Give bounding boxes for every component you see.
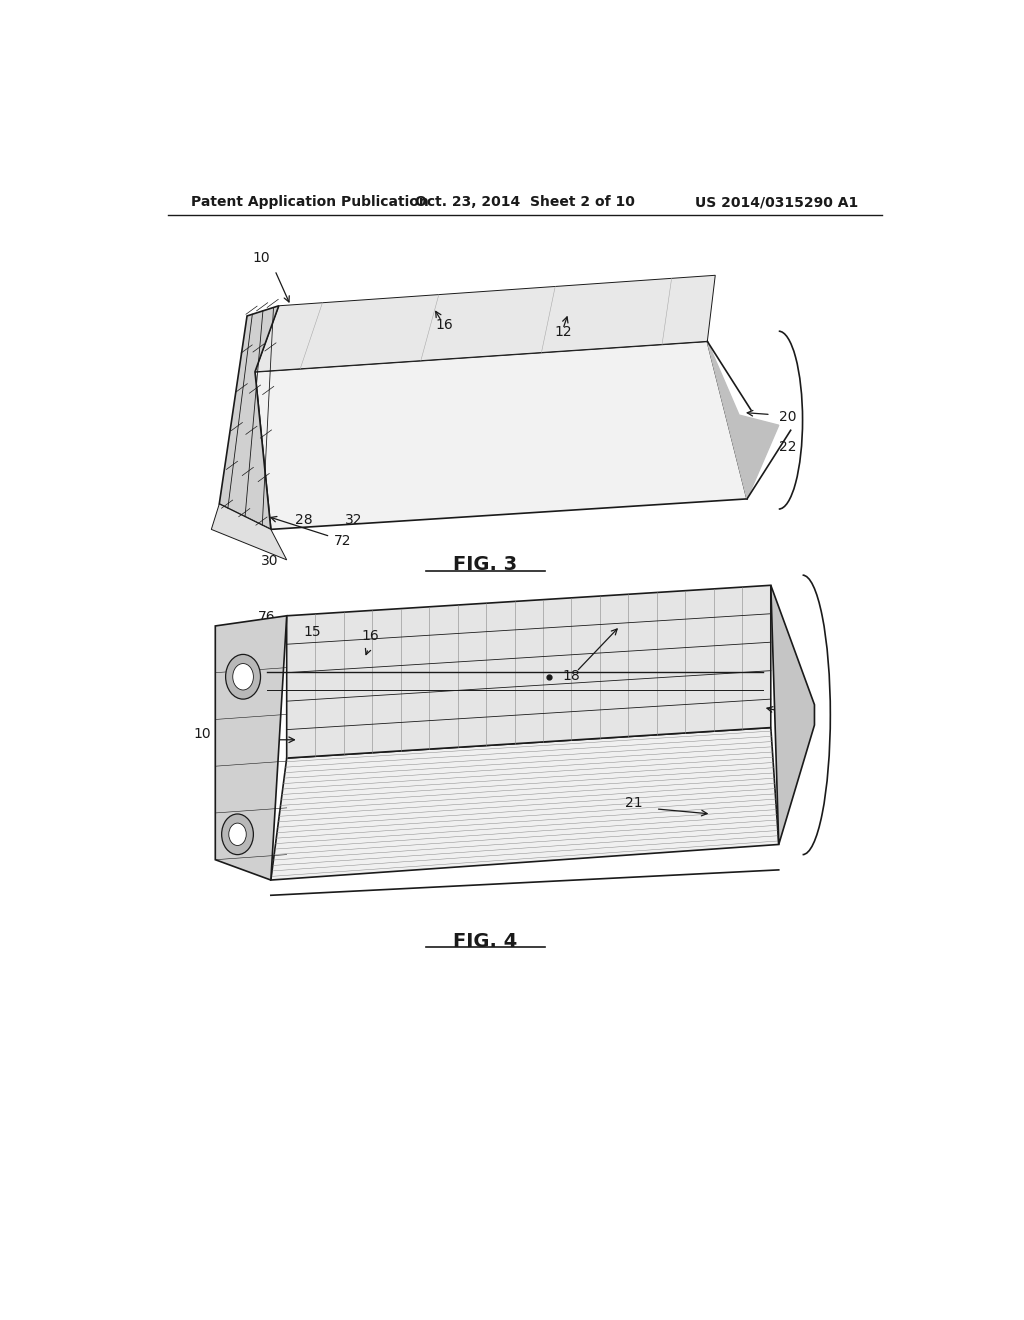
Circle shape [221,814,253,854]
Text: Patent Application Publication: Patent Application Publication [191,195,429,209]
Text: 10: 10 [253,251,270,265]
Polygon shape [219,306,279,529]
Text: 16: 16 [361,630,379,643]
Text: 21: 21 [625,796,642,810]
Circle shape [232,664,253,690]
Polygon shape [255,342,748,529]
Text: 12: 12 [795,709,812,722]
Text: 28: 28 [295,513,313,527]
Text: FIG. 4: FIG. 4 [453,932,517,950]
Text: 15: 15 [303,626,321,639]
Text: Oct. 23, 2014  Sheet 2 of 10: Oct. 23, 2014 Sheet 2 of 10 [415,195,635,209]
Polygon shape [287,585,771,758]
Polygon shape [211,504,287,560]
Text: FIG. 3: FIG. 3 [453,556,517,574]
Polygon shape [215,615,287,880]
Polygon shape [771,585,814,845]
Text: 16: 16 [435,318,453,333]
Circle shape [225,655,260,700]
Text: 76: 76 [258,610,275,624]
Polygon shape [708,342,779,499]
Text: US 2014/0315290 A1: US 2014/0315290 A1 [695,195,858,209]
Text: 10: 10 [193,727,211,741]
Text: 72: 72 [334,533,351,548]
Text: 30: 30 [260,554,278,568]
Circle shape [228,824,246,846]
Text: 32: 32 [345,513,362,527]
Text: 12: 12 [554,325,571,339]
Text: 22: 22 [778,440,797,454]
Text: 18: 18 [562,669,580,682]
Polygon shape [270,727,778,880]
Text: 20: 20 [778,409,797,424]
Polygon shape [255,276,715,372]
